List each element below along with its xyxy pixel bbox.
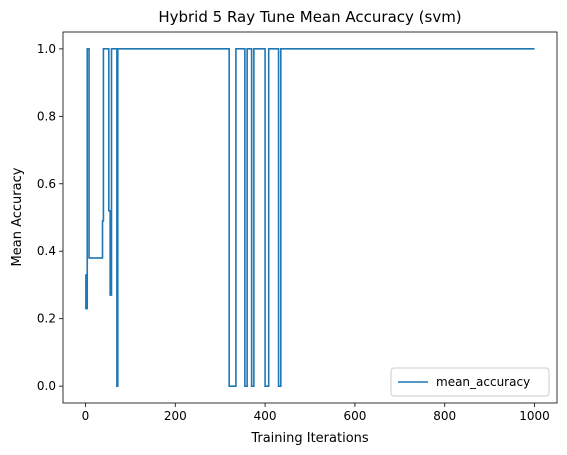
plot-frame	[62, 31, 558, 404]
x-tick-label: 200	[164, 409, 187, 423]
y-tick-label: 0.0	[37, 379, 56, 393]
chart-title: Hybrid 5 Ray Tune Mean Accuracy (svm)	[158, 8, 461, 26]
x-axis-label: Training Iterations	[250, 431, 369, 446]
x-tick-label: 0	[82, 409, 90, 423]
legend-box	[390, 367, 550, 397]
y-tick-label: 0.6	[37, 177, 56, 191]
legend-label: mean_accuracy	[436, 375, 530, 389]
x-tick-label: 400	[254, 409, 277, 423]
x-tick-label: 1000	[519, 409, 550, 423]
y-tick-label: 0.4	[37, 244, 56, 258]
y-axis: 0.0 0.2 0.4 0.6 0.8 1.0	[37, 42, 63, 393]
series-line-mean-accuracy	[85, 48, 535, 387]
x-tick-label: 800	[433, 409, 456, 423]
y-tick-label: 0.8	[37, 109, 56, 123]
x-tick-label: 600	[343, 409, 366, 423]
x-axis: 0 200 400 600 800 1000	[82, 403, 550, 423]
y-tick-label: 0.2	[37, 312, 56, 326]
y-axis-label: Mean Accuracy	[10, 167, 25, 266]
legend: mean_accuracy	[390, 367, 550, 397]
y-tick-label: 1.0	[37, 42, 56, 56]
plot-area	[62, 31, 558, 404]
